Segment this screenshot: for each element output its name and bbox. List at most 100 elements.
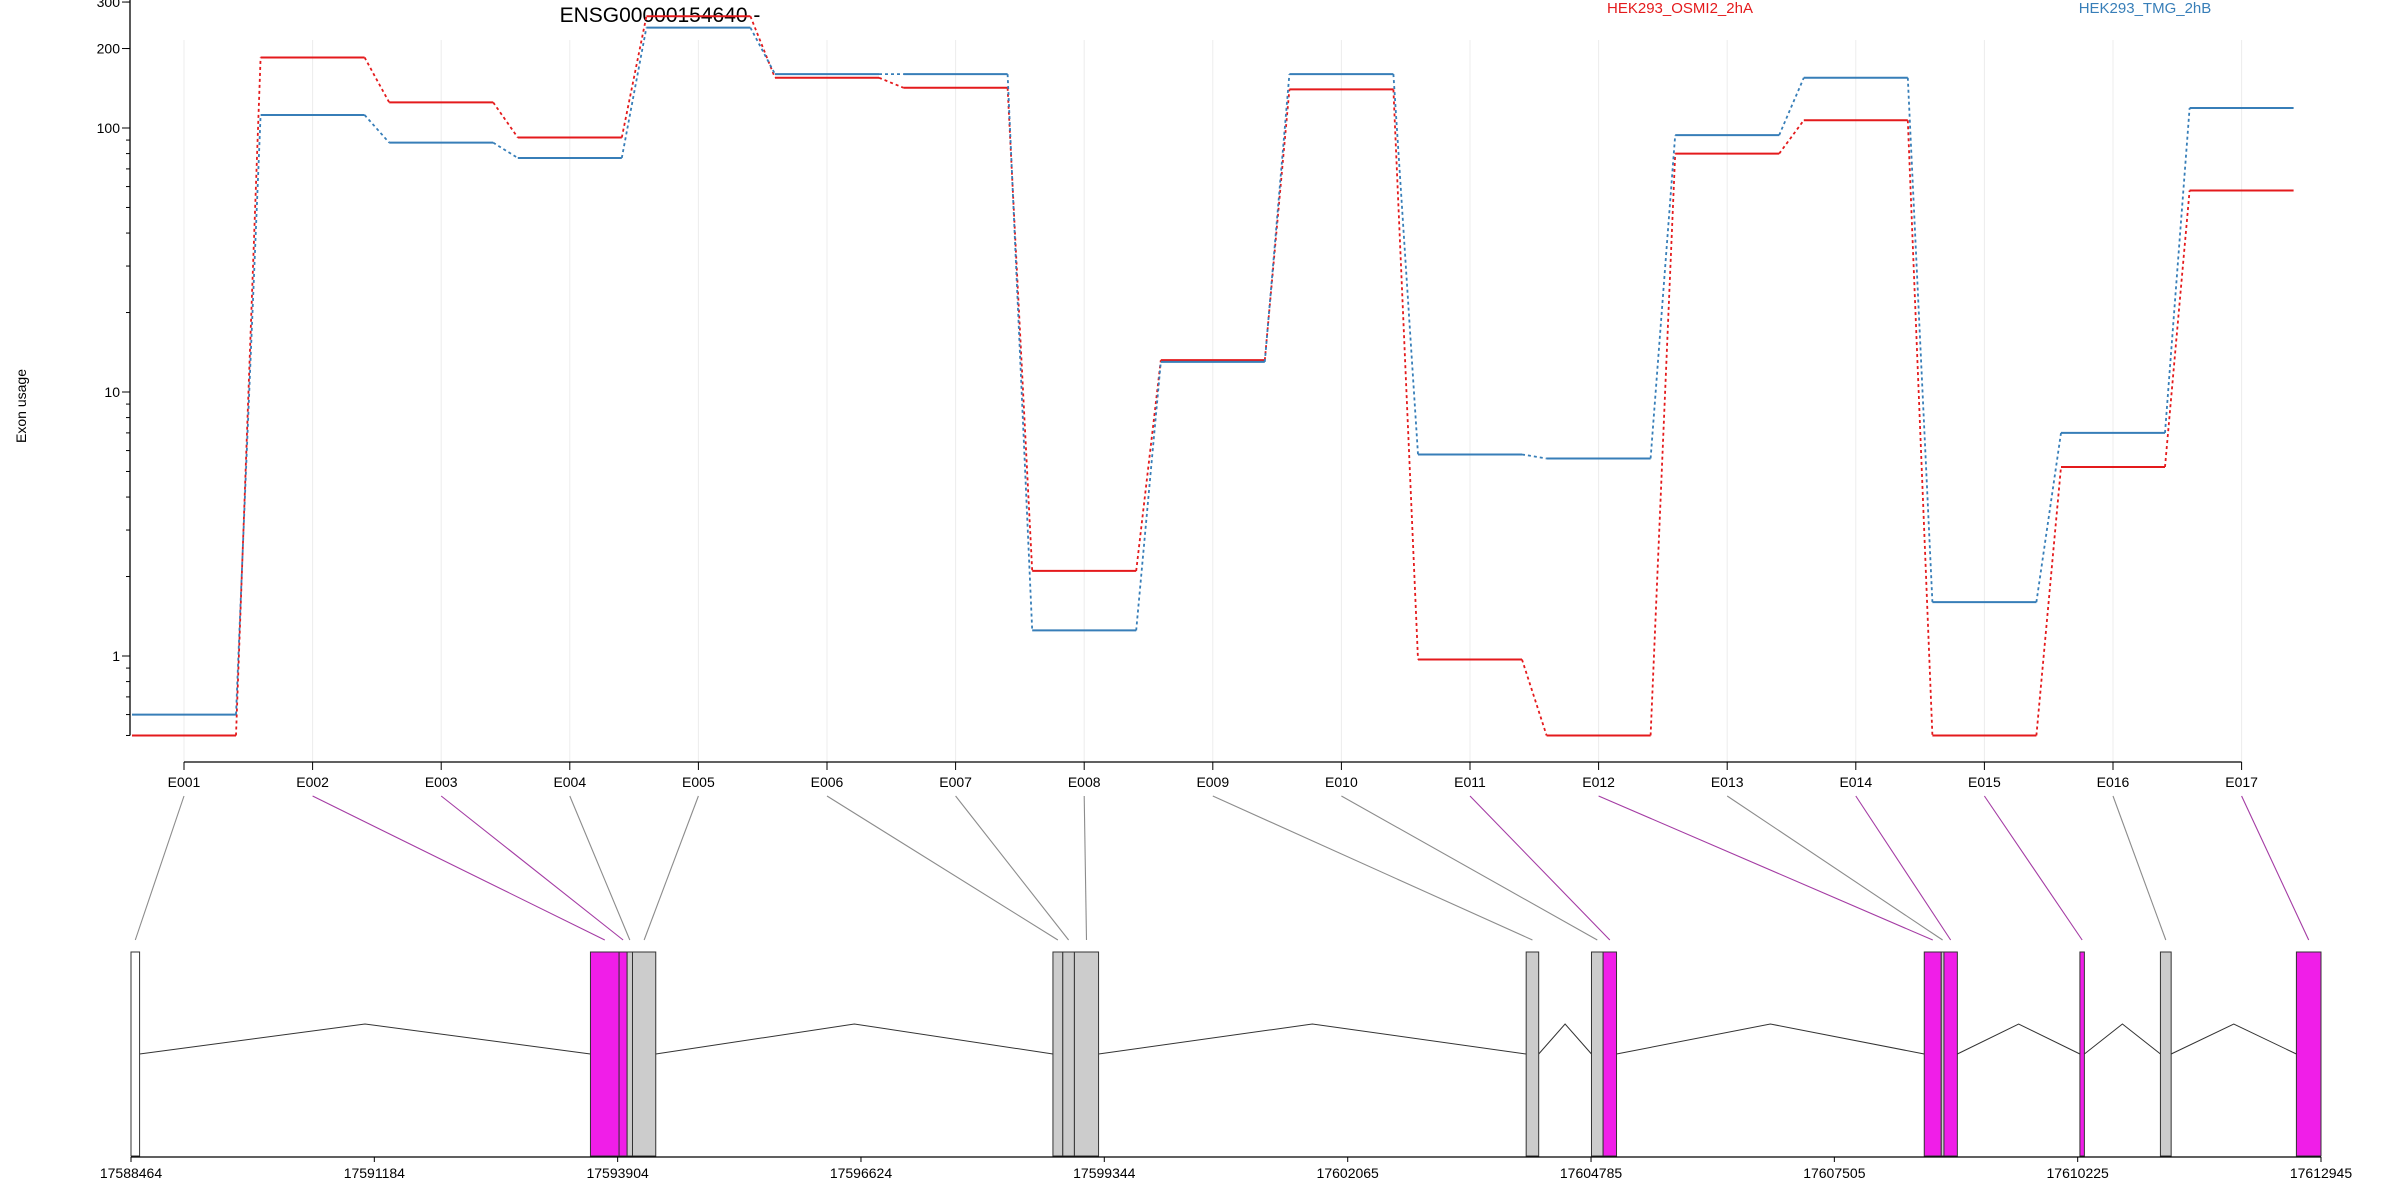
connector-e017 [2241, 795, 2310, 941]
series-connector [878, 76, 904, 89]
exon-box-e006 [1052, 951, 1064, 1157]
genome-tick-label: 17602065 [1317, 1165, 1380, 1181]
genome-tick-label: 17588464 [100, 1165, 163, 1181]
genome-tick-label: 17593904 [586, 1165, 649, 1181]
exon-box-e004 [626, 951, 633, 1157]
intron-line [1616, 1023, 1925, 1055]
legend-entry-osmi2: HEK293_OSMI2_2hA [1607, 0, 1753, 17]
x-tick-label-e003: E003 [425, 774, 458, 790]
connector-e016 [2112, 795, 2167, 941]
exon-box-e002 [589, 951, 620, 1157]
series-connector [2164, 107, 2191, 433]
connector-e009 [1212, 795, 1533, 941]
x-tick-label-e013: E013 [1711, 774, 1744, 790]
genome-tick-label: 17612945 [2290, 1165, 2353, 1181]
y-tick-label: 10 [104, 384, 120, 400]
y-tick-label: 200 [97, 41, 121, 57]
series-osmi2 [132, 15, 2294, 737]
x-tick-label-e014: E014 [1839, 774, 1872, 790]
series-connector [235, 57, 262, 736]
x-tick-label-e007: E007 [939, 774, 972, 790]
series-connector [1135, 361, 1162, 631]
genome-tick-label: 17610225 [2047, 1165, 2110, 1181]
series-connector [1392, 89, 1419, 660]
connector-e004 [569, 795, 631, 941]
series-connector [1778, 77, 1805, 136]
x-tick-label-e002: E002 [296, 774, 329, 790]
x-tick-label-e016: E016 [2097, 774, 2130, 790]
intron-line [139, 1023, 591, 1055]
series-connector [1778, 119, 1805, 155]
series-lines [132, 15, 2294, 737]
legend-entry-tmg: HEK293_TMG_2hB [2079, 0, 2212, 17]
series-connector [492, 101, 519, 139]
intron-line [1538, 1023, 1592, 1055]
series-connector [1649, 153, 1677, 736]
series-connector [1135, 360, 1162, 572]
series-connector [620, 27, 648, 159]
exon-box-e012 [1923, 951, 1942, 1157]
series-connector [1263, 74, 1291, 362]
exon-box-e011 [1602, 951, 1618, 1157]
series-connector [1006, 74, 1034, 631]
exon-boxes [130, 951, 2322, 1157]
intron-line [1098, 1023, 1527, 1055]
y-tick-label: 300 [97, 0, 121, 10]
series-connector [1521, 659, 1548, 736]
genome-tick-label: 17599344 [1073, 1165, 1136, 1181]
genome-tick-label: 17604785 [1560, 1165, 1623, 1181]
exon-box-e010 [1590, 951, 1604, 1157]
series-connector [2035, 466, 2062, 736]
exon-box-e005 [631, 951, 657, 1157]
series-connector [492, 141, 519, 159]
x-tick-label-e001: E001 [168, 774, 201, 790]
series-connector [363, 114, 390, 144]
x-tick-label-e010: E010 [1325, 774, 1358, 790]
y-axis-label: Exon usage [13, 369, 29, 443]
x-tick-label-e011: E011 [1454, 774, 1486, 790]
connector-e010 [1341, 795, 1598, 941]
x-tick-label-e005: E005 [682, 774, 715, 790]
x-tick-label-e009: E009 [1196, 774, 1229, 790]
x-tick-label-e004: E004 [553, 774, 586, 790]
connector-e013 [1726, 795, 1943, 941]
exon-connectors [134, 795, 2310, 941]
x-gridlines [183, 40, 2243, 762]
exon-box-e003 [618, 951, 628, 1157]
connector-e012 [1598, 795, 1933, 941]
y-tick-label: 100 [97, 120, 121, 136]
connector-e011 [1469, 795, 1611, 941]
exon-box-e007 [1062, 951, 1075, 1157]
exon-box-e008 [1073, 951, 1100, 1157]
genome-axis: 17588464 17591184 17593904 17596624 17599344… [100, 1156, 2353, 1181]
series-connector [1649, 135, 1677, 459]
exon-box-e015 [2079, 951, 2085, 1157]
series-connector [1006, 87, 1034, 571]
x-tick-label-e017: E017 [2225, 774, 2258, 790]
series-connector [1906, 77, 1934, 603]
series-connector [235, 114, 262, 715]
intron-line [655, 1023, 1054, 1055]
intron-lines [139, 1023, 2297, 1055]
series-connector [1392, 74, 1419, 455]
series-connector [2164, 190, 2191, 468]
y-axis: 1 10 100 200 300 [97, 0, 131, 736]
x-tick-label-e008: E008 [1068, 774, 1101, 790]
connector-e003 [440, 795, 624, 941]
exon-box-e017 [2295, 951, 2322, 1157]
connector-e015 [1983, 795, 2083, 941]
connector-e008 [1083, 795, 1088, 941]
series-connector [749, 27, 776, 75]
series-connector [1906, 120, 1934, 736]
y-tick-label: 1 [112, 648, 120, 664]
series-connector [363, 57, 390, 103]
exon-box-e009 [1525, 951, 1540, 1157]
connector-e005 [643, 795, 699, 941]
x-tick-label-e006: E006 [811, 774, 844, 790]
genome-tick-label: 17591184 [344, 1165, 405, 1181]
connector-e007 [955, 795, 1070, 941]
connector-e002 [312, 795, 606, 941]
intron-line [2084, 1023, 2161, 1055]
intron-line [2170, 1023, 2297, 1055]
